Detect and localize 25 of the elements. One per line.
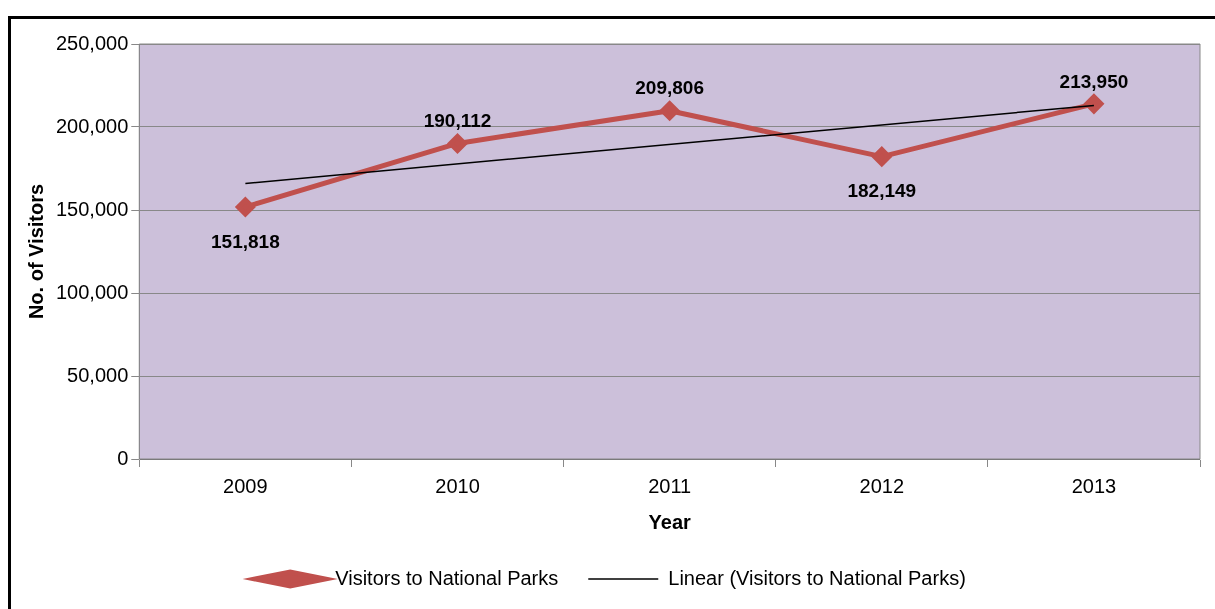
point	[660, 101, 680, 121]
x-tick-label: 2010	[435, 474, 480, 497]
point	[872, 147, 892, 167]
data-label: 151,818	[211, 230, 280, 252]
x-tick-label: 2012	[859, 474, 905, 497]
y-tick-label: 200,000	[56, 114, 129, 137]
y-tick-label: 100,000	[56, 280, 129, 303]
legend-label: Visitors to National Parks	[335, 566, 559, 589]
point	[1084, 94, 1104, 114]
data-label: 182,149	[847, 180, 917, 202]
y-tick-label: 50,000	[67, 363, 129, 386]
data-label: 190,112	[423, 110, 492, 132]
point	[448, 133, 468, 153]
data-label: 213,950	[1059, 70, 1129, 92]
x-tick-label: 2009	[223, 474, 268, 497]
y-axis-title: No. of Visitors	[24, 183, 47, 320]
point	[235, 197, 255, 217]
x-tick-label: 2011	[648, 474, 692, 497]
legend-label: Linear (Visitors to National Parks)	[668, 566, 966, 589]
x-tick-label: 2013	[1071, 474, 1117, 497]
y-tick-label: 150,000	[56, 197, 129, 220]
x-axis-title: Year	[648, 510, 691, 533]
data-label: 209,806	[635, 77, 704, 99]
y-tick-label: 250,000	[56, 31, 129, 54]
y-tick-label: 0	[117, 446, 129, 469]
